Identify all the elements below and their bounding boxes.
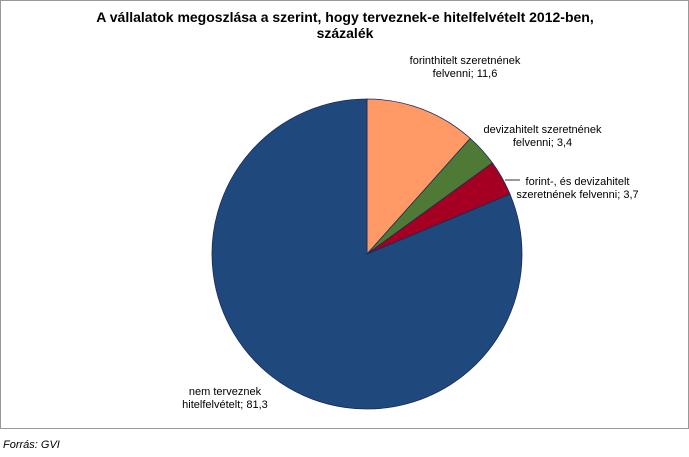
slice-category: forint-, és devizahitelt szeretnének fel… [516,176,630,201]
pie-slice [366,98,471,256]
slice-label: forinthitelt szeretnének felvenni; 11,6 [395,55,535,81]
chart-title: A vállalatok megoszlása a szerint, hogy … [96,9,594,41]
slice-value: 81,3 [246,399,268,411]
slice-value: 11,6 [476,68,498,80]
source-note: Forrás: GVI [3,439,60,451]
slice-category: nem terveznek hitelfelvételt; [182,386,262,411]
slice-label: nem terveznek hitelfelvételt; 81,3 [160,386,290,412]
pie-slice [211,98,523,410]
slice-label: devizahitelt szeretnének felvenni; 3,4 [475,124,610,150]
slice-value: 3,4 [556,137,573,149]
slice-label: forint-, és devizahitelt szeretnének fel… [515,176,640,202]
slice-value: 3,7 [623,189,639,201]
slice-category: forinthitelt szeretnének felvenni; [409,55,521,80]
slice-category: devizahitelt szeretnének felvenni; [483,124,602,149]
